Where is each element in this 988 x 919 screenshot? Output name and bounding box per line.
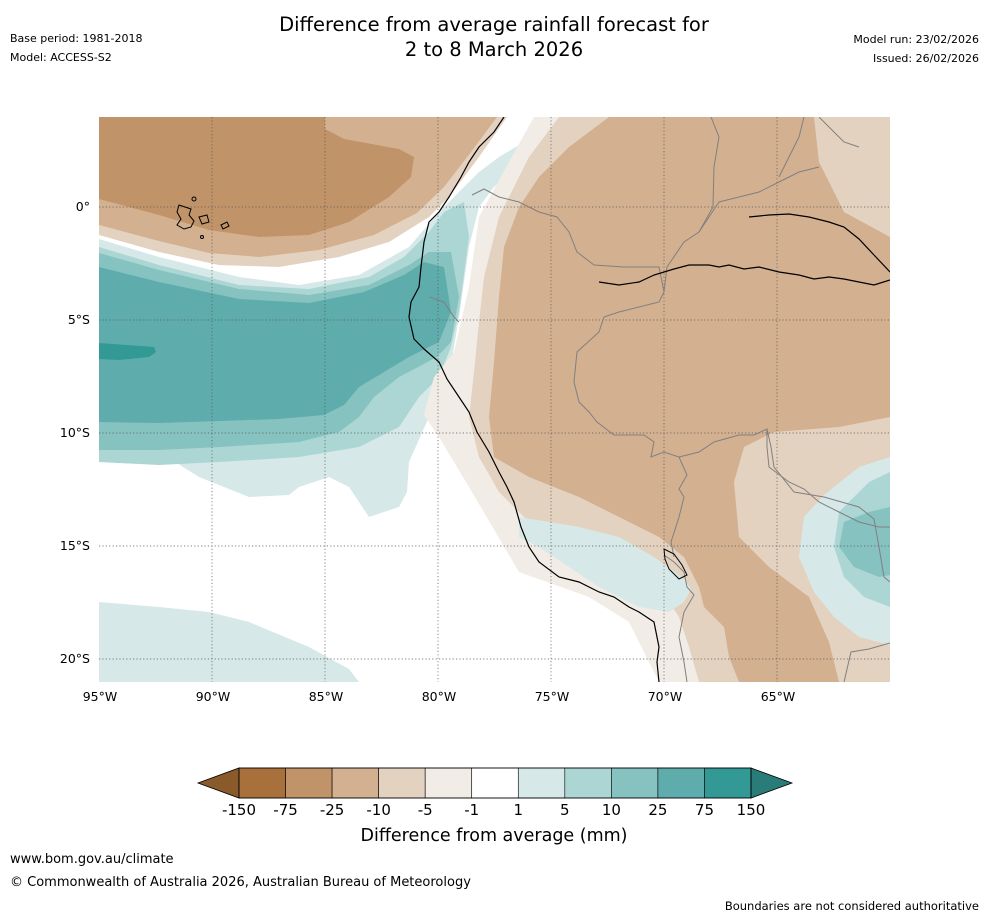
border-bolivia-brazil [678,428,890,528]
colorbar-extend-low [196,767,240,799]
border-bolivia-chile [678,594,695,682]
colorbar-cell [657,767,705,799]
anomaly-sw-pos1 [99,602,359,682]
page-title: Difference from average rainfall forecas… [0,12,988,62]
colorbar-cell [424,767,473,799]
lon-label-95w: 95°W [82,689,118,704]
coastline-pacific [408,117,660,682]
colorbar-tick-label: 1 [513,801,524,819]
colorbar-cell [471,767,519,799]
title-line-1: Difference from average rainfall forecas… [279,13,709,36]
anomaly-coast-pos1 [519,517,691,612]
colorbar-tick-label: 25 [648,801,668,819]
colorbar-tick-label: -10 [366,801,391,819]
copyright-text: © Commonwealth of Australia 2026, Austra… [10,875,471,890]
border-peru-bolivia [663,554,695,596]
base-period-text: Base period: 1981-2018 [10,32,143,45]
colorbar-cell [611,767,659,799]
model-run-text: Model run: 23/02/2026 [853,33,979,46]
lat-label-20s: 20°S [59,651,90,666]
colorbar-cell [517,767,566,799]
rainfall-map [99,117,890,682]
border-ecuador-peru-north [428,296,460,323]
lon-label-70w: 70°W [647,689,683,704]
colorbar-cell [331,767,379,799]
lon-label-90w: 90°W [195,689,231,704]
island-santa-cruz [198,214,210,225]
colorbar-cell [378,767,426,799]
lat-label-10s: 10°S [59,425,90,440]
colorbar-outline [238,767,752,799]
lon-label-85w: 85°W [308,689,344,704]
colorbar-tick-label: 75 [694,801,714,819]
lon-label-80w: 80°W [421,689,457,704]
anomaly-ne-neg10 [874,117,890,162]
island-small-2 [200,235,204,239]
border-paraguay [766,428,890,583]
border-venezuela-guyana [778,117,805,178]
island-isabela [176,204,195,230]
colorbar-tick-label: 5 [560,801,570,819]
colorbar [196,767,794,799]
website-text: www.bom.gov.au/climate [10,852,174,867]
colorbar-cell [238,767,286,799]
border-colombia-venezuela [663,117,720,293]
coastlines [408,117,890,682]
title-line-2: 2 to 8 March 2026 [404,38,584,61]
anomaly-land-neg25 [489,117,890,682]
anomaly-se-pos10 [839,507,890,577]
lat-label-5s: 5°S [67,312,90,327]
anomaly-ocean-pos75 [99,343,156,360]
lat-label-0: 0° [75,199,90,214]
colorbar-tick-label: -150 [221,801,257,819]
galapagos-islands [176,196,230,239]
colorbar-tick-label: -1 [464,801,480,819]
issued-text: Issued: 26/02/2026 [872,52,979,65]
colorbar-title: Difference from average (mm) [360,826,628,846]
colorbar-tick-label: -5 [417,801,433,819]
border-colombia-ecuador [471,188,665,308]
graticule [99,117,890,682]
border-bolivia-argentina [843,642,890,682]
colorbar-tick-label: 10 [601,801,621,819]
colorbar-tick-label: -75 [273,801,298,819]
island-small-1 [191,196,197,202]
anomaly-ocean-pos25 [99,262,451,423]
country-borders [428,117,890,682]
lake-titicaca [663,548,688,580]
colorbar-extend-high [750,767,794,799]
disclaimer-text: Boundaries are not considered authoritat… [724,899,979,913]
colorbar-cell [564,767,612,799]
colorbar-cell [704,767,752,799]
island-san-cristobal [220,221,230,230]
lake-titicaca-shore [663,548,688,580]
border-ne [818,117,860,148]
lon-label-75w: 75°W [534,689,570,704]
colorbar-tick-label: -25 [319,801,345,819]
river-amazon [598,264,890,286]
border-peru-brazil [573,306,688,558]
model-text: Model: ACCESS-S2 [10,51,112,64]
colorbar-cell [285,767,333,799]
colorbar-tick-label: 150 [736,801,766,819]
border-colombia-brazil [698,166,820,233]
lat-label-15s: 15°S [59,538,90,553]
lon-label-65w: 65°W [760,689,796,704]
river-orinoco [748,213,890,273]
